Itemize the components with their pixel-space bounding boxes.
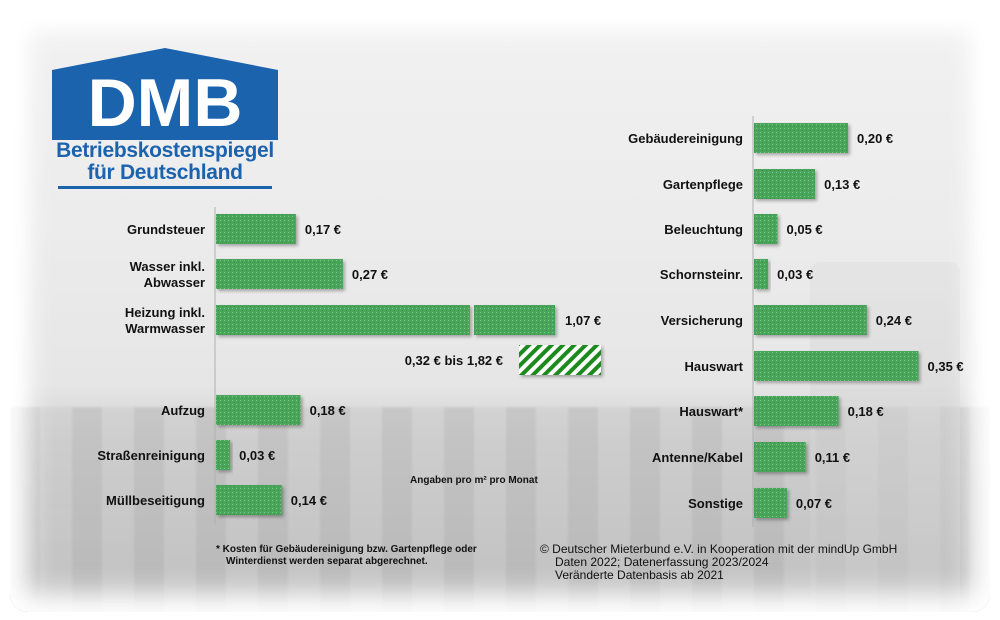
bar <box>754 396 839 426</box>
footnote: * Kosten für Gebäudereinigung bzw. Garte… <box>216 544 477 568</box>
bar <box>216 440 231 470</box>
bar-broken-segment <box>474 305 555 335</box>
value-label: 0,03 € <box>239 448 275 463</box>
unit-note: Angaben pro m² pro Monat <box>410 475 538 486</box>
logo-line-1: Betriebskostenspiegel <box>56 139 274 162</box>
value-label: 0,05 € <box>787 222 823 237</box>
bar <box>216 305 470 335</box>
value-label: 0,27 € <box>352 267 388 282</box>
copyright: © Deutscher Mieterbund e.V. in Kooperati… <box>540 543 897 582</box>
value-label: 0,03 € <box>777 267 813 282</box>
value-label: 0,07 € <box>796 496 832 511</box>
value-label: 0,11 € <box>815 450 850 465</box>
value-label: 0,35 € <box>928 359 964 374</box>
bar <box>216 259 343 289</box>
value-label: 0,14 € <box>291 493 327 508</box>
logo-underline <box>58 186 272 189</box>
category-label: Aufzug <box>161 403 205 418</box>
category-label: Versicherung <box>661 313 743 328</box>
category-label: Sonstige <box>688 496 743 511</box>
bar <box>754 123 848 153</box>
bar <box>216 485 282 515</box>
bar <box>754 214 778 244</box>
bar <box>216 395 301 425</box>
dmb-house-icon: DMB <box>52 48 278 140</box>
logo-line-2: für Deutschland <box>87 161 243 184</box>
category-label: Heizung inkl. Warmwasser <box>125 305 205 336</box>
category-label: Schornsteinr. <box>660 267 743 282</box>
category-label: Müllbeseitigung <box>106 493 205 508</box>
category-label: Gartenpflege <box>663 177 743 192</box>
value-label: 0,13 € <box>824 177 860 192</box>
value-label: 1,07 € <box>565 313 601 328</box>
right-chart: Gebäudereinigung 0,20 € Gartenpflege 0,13 €… <box>628 116 964 527</box>
footnote-line-1: * Kosten für Gebäudereinigung bzw. Garte… <box>216 544 477 555</box>
logo-abbr: DMB <box>88 65 243 140</box>
copyright-line-3: Veränderte Datenbasis ab 2021 <box>555 568 724 582</box>
copyright-line-1: © Deutscher Mieterbund e.V. in Kooperati… <box>540 542 898 556</box>
category-label: Hauswart <box>684 359 743 374</box>
bar <box>754 305 867 335</box>
value-label: 0,24 € <box>876 313 912 328</box>
category-label: Grundsteuer <box>127 222 205 237</box>
left-chart: Grundsteuer 0,17 € Wasser inkl. Abwasser 0,2… <box>97 207 601 524</box>
value-label: 0,18 € <box>310 403 346 418</box>
category-label: Antenne/Kabel <box>652 450 743 465</box>
dmb-logo: DMB Betriebskostenspiegel für Deutschlan… <box>52 48 278 189</box>
bar <box>216 214 296 244</box>
category-label: Beleuchtung <box>664 222 743 237</box>
bar <box>754 259 769 289</box>
category-label: Straßenreinigung <box>97 448 205 463</box>
value-label: 0,18 € <box>848 404 884 419</box>
copyright-line-2: Daten 2022; Datenerfassung 2023/2024 <box>555 555 769 569</box>
bar <box>754 488 787 518</box>
category-label: Wasser inkl. Abwasser <box>130 259 205 290</box>
category-label: Hauswart* <box>679 404 744 419</box>
value-label: 0,17 € <box>305 222 341 237</box>
footnote-line-2: Winterdienst werden separat abgerechnet. <box>226 556 428 567</box>
bar <box>754 169 816 199</box>
value-label: 0,20 € <box>857 131 893 146</box>
bar <box>754 351 919 381</box>
range-label: 0,32 € bis 1,82 € <box>405 353 503 368</box>
category-label: Gebäudereinigung <box>628 131 743 146</box>
bar <box>754 442 806 472</box>
range-bar <box>519 345 601 375</box>
